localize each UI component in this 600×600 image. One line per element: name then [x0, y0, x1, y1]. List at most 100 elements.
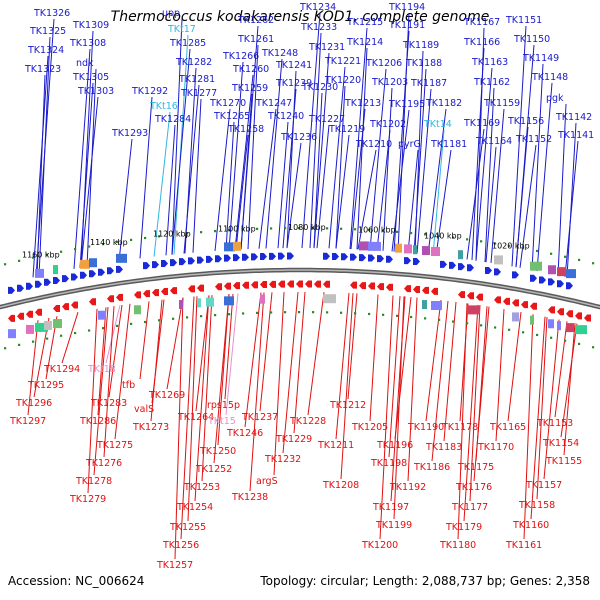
reverse-gene-arrow [575, 312, 582, 320]
forward-gene-arrow [494, 268, 501, 276]
forward-gene-arrow [278, 252, 285, 260]
leader-line-reverse [543, 319, 560, 480]
gene-label-forward: TK1150 [513, 34, 550, 45]
gene-label-reverse: TK1286 [79, 416, 116, 427]
reverse-gene-arrow [296, 280, 303, 288]
leader-line-forward [38, 36, 51, 277]
gene-label-reverse: TK1278 [75, 476, 112, 487]
gene-label-reverse: TK1155 [545, 456, 582, 467]
gene-label-forward: TK1303 [77, 86, 114, 97]
gene-label-reverse: TK1295 [27, 380, 64, 391]
tick-mark [270, 227, 273, 230]
reverse-gene-box [53, 319, 62, 329]
tick-mark [592, 262, 595, 265]
forward-gene-arrow [485, 266, 492, 274]
gene-label-forward: TK1230 [301, 82, 338, 93]
forward-gene-arrow [350, 253, 357, 261]
leader-line-forward [536, 82, 553, 272]
leader-line-reverse [457, 303, 468, 540]
forward-gene-arrow [35, 280, 42, 288]
leader-line-forward [214, 108, 231, 251]
gene-label-forward: TK1220 [324, 75, 361, 86]
leader-line-reverse [108, 304, 123, 398]
leader-line-reverse [174, 297, 184, 560]
gene-label-forward: TKt16 [149, 101, 178, 112]
scale-label: 1020 kbp [492, 241, 530, 250]
gene-label-reverse: TK1158 [518, 500, 555, 511]
gene-label-reverse: TK1160 [512, 520, 549, 531]
gene-label-reverse: TK1256 [162, 540, 199, 551]
forward-gene-arrow [260, 253, 267, 261]
forward-gene-arrow [116, 265, 123, 273]
tick-mark [494, 326, 497, 329]
gene-label-forward: TK1149 [522, 53, 559, 64]
gene-label-forward: TK1261 [237, 34, 274, 45]
tick-mark [326, 311, 329, 314]
forward-gene-arrow [359, 254, 366, 262]
gene-label-forward: TK1259 [231, 83, 268, 94]
tick-mark [284, 311, 287, 314]
leader-line-reverse [97, 307, 107, 416]
tick-mark [578, 342, 581, 346]
gene-label-forward: TK1188 [405, 58, 442, 69]
tick-mark [340, 227, 343, 230]
tick-mark [536, 333, 539, 337]
forward-gene-arrow [215, 255, 222, 263]
forward-gene-arrow [548, 278, 555, 286]
tick-mark [340, 311, 343, 314]
tick-mark [480, 240, 483, 243]
forward-gene-box [116, 253, 127, 263]
leader-line-reverse [443, 301, 457, 442]
reverse-gene-arrow [458, 291, 465, 299]
gene-labels: TK1326 TK1325 TK1324 TK1323 TK1309 TK1308 ndk T… [9, 2, 594, 571]
leader-line-forward [427, 108, 447, 255]
gene-label-reverse: TK1255 [169, 522, 206, 533]
leader-line-reverse [530, 316, 546, 520]
tick-mark [4, 347, 7, 350]
forward-gene-arrow [413, 257, 420, 265]
tick-mark [284, 227, 287, 230]
tick-mark [172, 317, 175, 320]
gene-label-forward: TK1234 [299, 2, 336, 13]
tick-mark [102, 243, 105, 246]
reverse-gene-arrow [584, 314, 591, 322]
tick-mark [4, 263, 7, 266]
tick-mark [564, 255, 567, 258]
gene-label-reverse: TK1196 [376, 440, 413, 451]
gene-label-reverse: TK1296 [15, 398, 52, 409]
forward-gene-arrow [368, 254, 375, 262]
gene-label-forward: TK1210 [355, 139, 392, 150]
tick-mark [144, 236, 147, 240]
leader-line-forward [258, 108, 277, 249]
gene-label-forward: TK1164 [475, 136, 512, 147]
gene-label-forward: TKt14 [423, 119, 452, 130]
leader-line-forward [432, 129, 445, 256]
gene-label-forward: TK1195 [388, 99, 425, 110]
forward-gene-arrow [341, 253, 348, 261]
tick-mark [242, 312, 245, 315]
leader-line-forward [349, 27, 368, 250]
gene-label-reverse: TK1297 [9, 416, 46, 427]
gene-label-reverse: TK1250 [199, 446, 236, 457]
leader-line-reverse [394, 296, 412, 440]
forward-gene-box [233, 241, 241, 251]
gene-label-forward: TK1206 [365, 58, 402, 69]
gene-label-reverse: TK1198 [370, 458, 407, 469]
forward-gene-arrow [512, 271, 519, 279]
forward-gene-arrow [233, 254, 240, 262]
reverse-gene-arrow [143, 290, 150, 298]
forward-gene-arrow [152, 261, 159, 269]
gene-label-forward: TK1326 [33, 8, 70, 19]
leader-line-forward [557, 103, 567, 276]
reverse-gene-box [8, 329, 16, 339]
leader-line-reverse [463, 304, 479, 522]
reverse-gene-box [35, 322, 48, 332]
feature-tracks [8, 241, 591, 339]
gene-label-forward: TK1156 [507, 116, 544, 127]
leader-line-reverse [249, 292, 265, 492]
leader-line-reverse [150, 299, 163, 422]
tick-mark [466, 238, 469, 241]
gene-label-reverse: TK1197 [372, 502, 409, 513]
reverse-gene-arrow [233, 282, 240, 290]
gene-label-reverse: TK1200 [361, 540, 398, 551]
